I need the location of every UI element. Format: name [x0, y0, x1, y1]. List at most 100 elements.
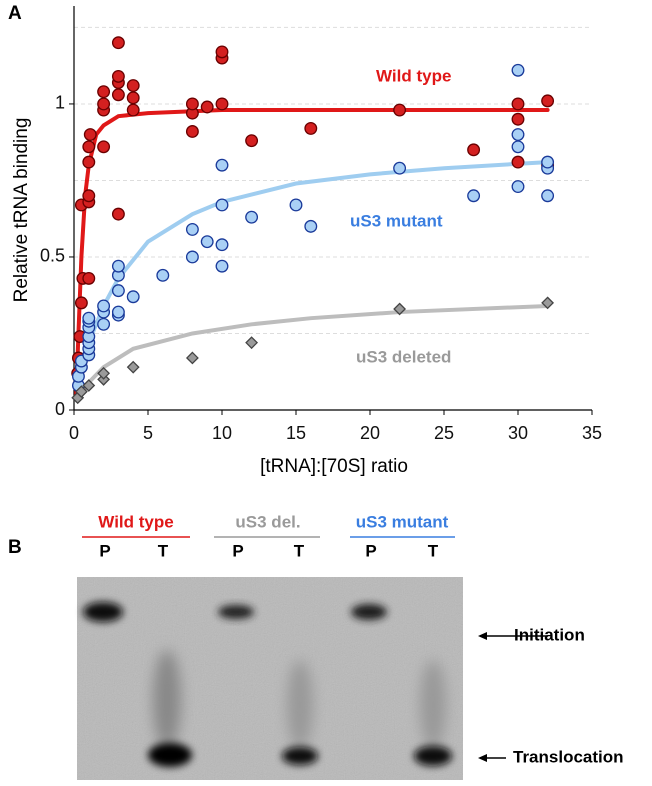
data-point	[97, 317, 111, 331]
data-point	[111, 88, 125, 102]
series-annotation: uS3 mutant	[350, 211, 443, 230]
group-label: Wild type	[98, 512, 173, 531]
series-annotation: Wild type	[376, 66, 451, 85]
x-tick-label: 0	[69, 423, 79, 443]
data-point	[541, 189, 555, 203]
data-point	[111, 36, 125, 50]
data-point	[185, 125, 199, 138]
fit-curve	[74, 303, 550, 403]
data-point	[185, 222, 199, 236]
data-point	[541, 155, 555, 169]
y-tick-label: 1	[55, 93, 65, 113]
gel-texture	[77, 577, 463, 780]
fit-curve	[74, 108, 550, 397]
data-point	[156, 268, 170, 282]
data-point	[393, 161, 407, 175]
data-point	[215, 97, 229, 111]
lane-label: T	[428, 541, 439, 560]
data-point	[82, 155, 96, 169]
lane-label: P	[232, 541, 243, 560]
panel-label: B	[8, 537, 22, 558]
data-point	[97, 140, 111, 154]
data-point	[215, 238, 229, 252]
data-point	[304, 219, 318, 233]
data-point	[111, 69, 125, 83]
data-point	[82, 379, 96, 392]
data-point	[126, 79, 140, 93]
data-point	[467, 189, 481, 203]
data-point	[111, 207, 125, 221]
data-point	[74, 296, 88, 310]
y-axis-label: Relative tRNA binding	[11, 118, 32, 303]
data-point	[97, 366, 111, 380]
data-point	[393, 103, 407, 117]
data-point	[111, 259, 125, 273]
data-point	[511, 140, 525, 154]
data-point	[289, 198, 303, 212]
panel-label: A	[8, 3, 22, 24]
data-point	[467, 143, 481, 157]
data-point	[83, 128, 97, 141]
data-point	[97, 85, 111, 99]
x-tick-label: 20	[360, 423, 380, 443]
data-point	[82, 271, 96, 285]
plot: 0 5 10 15 20 25 30 35 0 0.5 1	[40, 6, 602, 443]
band-label: Initiation	[514, 625, 585, 644]
x-tick-label: 15	[286, 423, 306, 443]
data-point	[215, 158, 229, 172]
lane-label: P	[99, 541, 110, 560]
data-point	[97, 97, 111, 111]
gel-panel: B Wild type uS3 del. uS3 mutant P T P T …	[8, 512, 624, 780]
data-point	[97, 299, 111, 313]
data-point	[200, 235, 214, 249]
gel-bands	[83, 602, 452, 767]
data-point	[200, 100, 214, 114]
x-tick-label: 25	[434, 423, 454, 443]
lane-label: P	[365, 541, 376, 560]
data-point	[126, 290, 140, 304]
x-tick-label: 30	[508, 423, 528, 443]
lane-label: T	[294, 541, 305, 560]
data-point	[111, 284, 125, 298]
data-point	[111, 305, 125, 319]
data-point	[82, 311, 96, 325]
data-point	[245, 134, 259, 148]
x-tick-label: 35	[582, 423, 602, 443]
data-point	[185, 250, 199, 264]
y-tick-label: 0.5	[40, 246, 65, 266]
data-point	[245, 210, 259, 224]
x-tick-label: 5	[143, 423, 153, 443]
x-tick-label: 10	[212, 423, 232, 443]
data-point	[185, 97, 199, 111]
band-label: Translocation	[513, 747, 624, 766]
y-tick-label: 0	[55, 399, 65, 419]
lane-label: T	[158, 541, 169, 560]
data-point	[541, 296, 555, 310]
data-point	[511, 180, 525, 194]
data-point	[541, 94, 555, 108]
data-point	[215, 259, 229, 273]
data-point	[82, 140, 96, 154]
arrow-head	[478, 754, 487, 762]
group-label: uS3 mutant	[356, 512, 449, 531]
data-point	[126, 103, 140, 117]
group-label: uS3 del.	[235, 512, 300, 531]
data-point	[511, 63, 525, 77]
data-point	[185, 351, 199, 365]
data-point	[215, 198, 229, 212]
data-point	[511, 97, 525, 111]
data-point	[126, 91, 140, 105]
data-point	[511, 155, 525, 169]
x-axis-label: [tRNA]:[70S] ratio	[260, 456, 408, 477]
data-point	[393, 302, 407, 316]
data-point	[511, 128, 525, 141]
series-annotation: uS3 deleted	[356, 347, 451, 366]
data-point	[74, 385, 88, 399]
arrow-head	[478, 632, 487, 640]
data-point	[215, 45, 229, 59]
data-point	[126, 360, 140, 374]
data-point	[245, 336, 259, 350]
data-point	[304, 121, 318, 135]
data-point	[82, 189, 96, 203]
